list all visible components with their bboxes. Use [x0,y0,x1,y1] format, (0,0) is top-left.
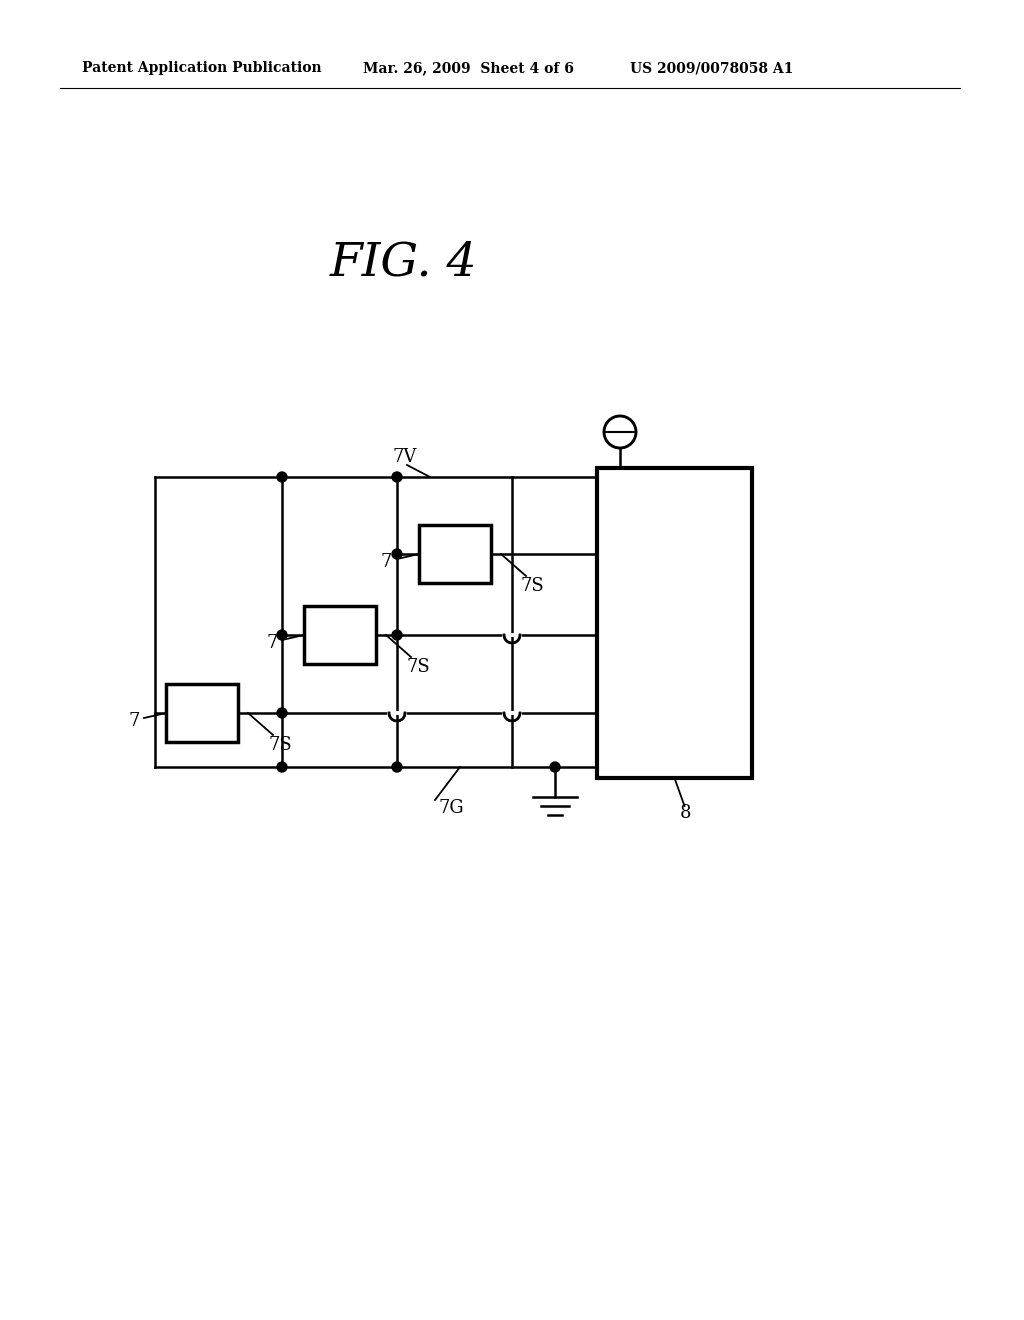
Circle shape [278,708,287,718]
Text: 7V: 7V [393,447,418,466]
Bar [597,469,752,777]
Bar [419,525,490,583]
Circle shape [278,473,287,482]
Text: 7S: 7S [521,577,545,595]
Circle shape [278,762,287,772]
Text: Mar. 26, 2009  Sheet 4 of 6: Mar. 26, 2009 Sheet 4 of 6 [362,61,573,75]
Text: CALCULATING: CALCULATING [667,564,682,682]
Text: 7S: 7S [406,657,430,676]
Text: 7: 7 [266,634,278,652]
Text: 7S: 7S [268,737,292,754]
Text: 7: 7 [128,711,139,730]
Circle shape [392,630,402,640]
Text: 7G: 7G [438,799,464,817]
Circle shape [278,630,287,640]
Text: 7: 7 [381,553,392,572]
Circle shape [550,762,560,772]
Bar [166,684,238,742]
Text: SECTION: SECTION [719,586,734,660]
Text: Patent Application Publication: Patent Application Publication [82,61,322,75]
Text: US 2009/0078058 A1: US 2009/0078058 A1 [630,61,794,75]
Circle shape [392,762,402,772]
Circle shape [392,473,402,482]
Text: FIG. 4: FIG. 4 [330,240,477,285]
Circle shape [392,549,402,558]
Bar [304,606,376,664]
Text: TORQUE: TORQUE [615,587,630,659]
Text: 8: 8 [680,804,691,822]
